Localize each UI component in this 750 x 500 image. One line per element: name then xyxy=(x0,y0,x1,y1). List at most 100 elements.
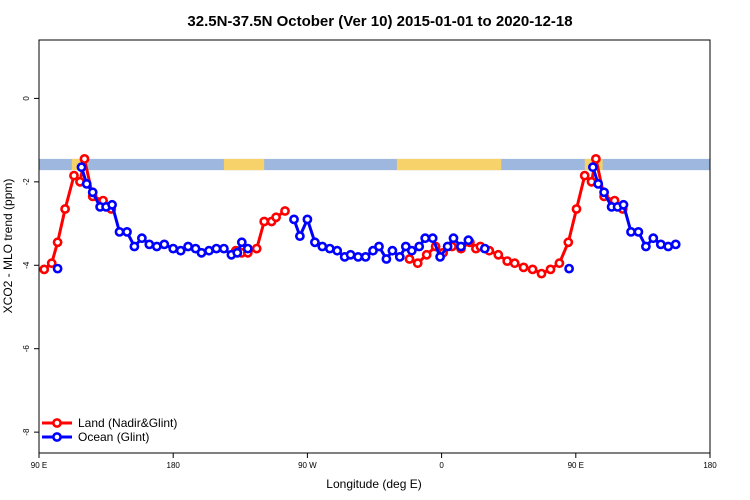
data-point xyxy=(663,241,674,252)
data-point xyxy=(81,178,92,189)
data-point xyxy=(404,254,415,264)
data-point xyxy=(420,233,431,244)
land-band-segment xyxy=(396,158,502,171)
data-point xyxy=(60,204,70,214)
data-point xyxy=(493,249,504,260)
legend: Land (Nadir&Glint)Ocean (Glint) xyxy=(42,416,177,444)
y-axis-label: XCO2 - MLO trend (ppm) xyxy=(1,179,15,314)
data-point xyxy=(107,199,117,210)
data-point xyxy=(218,243,229,254)
data-point xyxy=(69,170,79,181)
data-point xyxy=(456,241,466,252)
data-point xyxy=(394,251,405,262)
y-tick-label: 0 xyxy=(22,96,31,101)
data-point xyxy=(289,214,299,225)
chart-title: 32.5N-37.5N October (Ver 10) 2015-01-01 … xyxy=(187,13,572,30)
data-point xyxy=(618,199,629,210)
data-point xyxy=(144,239,155,250)
data-point xyxy=(427,233,438,244)
legend-item: Ocean (Glint) xyxy=(42,430,149,444)
legend-label: Land (Nadir&Glint) xyxy=(78,416,177,430)
data-point xyxy=(479,243,490,254)
data-point xyxy=(571,204,582,214)
plot-frame xyxy=(38,39,711,454)
legend-label: Ocean (Glint) xyxy=(78,430,149,444)
x-tick-label: 90 W xyxy=(298,461,317,470)
x-tick-label: 180 xyxy=(703,461,717,470)
data-point xyxy=(593,178,604,189)
data-point xyxy=(353,251,363,262)
x-axis: 90 E 180 90 W 0 90 E 180 xyxy=(31,453,717,470)
x-tick-label: 90 E xyxy=(31,461,47,470)
data-point xyxy=(648,233,659,244)
data-point xyxy=(183,241,193,252)
plot-series xyxy=(39,153,681,279)
x-axis-label: Longitude (deg E) xyxy=(326,477,421,491)
data-point xyxy=(46,258,57,269)
data-point xyxy=(39,264,50,275)
series-land xyxy=(39,153,628,279)
data-point xyxy=(387,245,398,256)
data-point xyxy=(79,153,90,164)
ocean-band xyxy=(39,158,710,171)
data-point xyxy=(168,243,179,254)
data-point xyxy=(87,187,98,198)
x-tick-label: 90 E xyxy=(568,461,584,470)
data-point xyxy=(435,251,445,262)
data-point xyxy=(129,241,140,252)
data-point xyxy=(536,268,547,279)
data-point xyxy=(196,247,207,258)
y-tick-label: -2 xyxy=(22,178,31,186)
data-point xyxy=(374,241,384,252)
data-point xyxy=(641,241,651,252)
data-point xyxy=(381,254,392,264)
data-point xyxy=(251,243,262,254)
data-point xyxy=(76,162,87,173)
data-point xyxy=(579,170,590,181)
data-point xyxy=(563,237,574,248)
data-point xyxy=(588,162,598,173)
surface-type-band xyxy=(39,158,710,171)
data-point xyxy=(271,212,281,223)
data-point xyxy=(52,263,63,274)
land-band-segment xyxy=(223,158,265,171)
data-point xyxy=(414,241,425,252)
legend-marker xyxy=(52,432,62,442)
data-point xyxy=(545,264,556,275)
data-point xyxy=(518,262,529,273)
data-point xyxy=(151,241,162,252)
data-point xyxy=(175,245,186,256)
data-point xyxy=(122,226,132,237)
data-point xyxy=(302,214,313,225)
data-point xyxy=(360,251,371,262)
data-point xyxy=(406,245,417,256)
data-point xyxy=(309,237,320,248)
data-point xyxy=(345,249,356,260)
data-point xyxy=(448,233,459,244)
data-point xyxy=(591,153,601,164)
legend-item: Land (Nadir&Glint) xyxy=(42,416,177,430)
y-axis: 0 -2 -4 -6 -8 xyxy=(22,96,39,436)
data-point xyxy=(136,233,147,244)
data-point xyxy=(509,258,520,269)
data-point xyxy=(280,206,290,216)
series-ocean xyxy=(52,162,681,274)
y-tick-label: -6 xyxy=(22,345,31,353)
data-point xyxy=(564,263,574,274)
data-point xyxy=(332,245,343,256)
x-tick-label: 180 xyxy=(167,461,181,470)
data-point xyxy=(554,258,565,269)
data-point xyxy=(317,241,328,252)
y-tick-label: -4 xyxy=(22,261,31,269)
data-point xyxy=(159,239,170,250)
data-point xyxy=(463,235,474,246)
data-point xyxy=(633,226,644,237)
data-point xyxy=(114,226,125,237)
data-point xyxy=(242,243,253,254)
data-point xyxy=(599,187,609,198)
y-tick-label: -8 xyxy=(22,428,31,436)
data-point xyxy=(236,237,247,248)
data-point xyxy=(502,256,513,266)
data-point xyxy=(412,258,423,269)
